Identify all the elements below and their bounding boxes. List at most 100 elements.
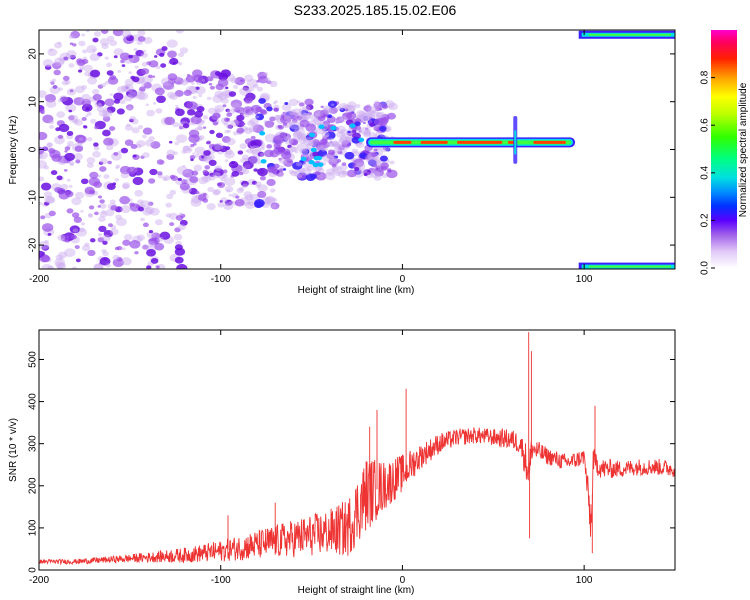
- spectrogram-blob: [232, 84, 239, 89]
- ridge-core: [533, 140, 566, 144]
- spectrogram-blob: [93, 142, 99, 147]
- spectrogram-blob: [215, 108, 222, 114]
- spectrogram-blob: [99, 166, 107, 172]
- spectrogram-blob: [147, 201, 154, 206]
- spectrogram-blob: [145, 206, 155, 215]
- spectrogram-blob: [52, 85, 58, 89]
- spectrogram-blob: [372, 110, 377, 114]
- spectrogram-blob: [312, 139, 320, 146]
- spectrogram-blob: [81, 59, 89, 64]
- spectrogram-blob: [102, 113, 109, 119]
- spectrogram-blob: [225, 137, 236, 146]
- spectrogram-blob: [156, 95, 166, 104]
- spectrogram-blob: [245, 108, 252, 114]
- spectrogram-blob: [373, 174, 382, 181]
- spectrogram-blob: [175, 104, 179, 108]
- spectrogram-blob: [228, 160, 239, 169]
- spectrogram-blob: [51, 78, 57, 82]
- spectrogram-blob: [57, 41, 62, 45]
- spectrogram-blob: [69, 161, 75, 166]
- colorbar-ticks: 0.0 0.2 0.4 0.6 0.8: [700, 70, 715, 275]
- spectrogram-blob: [343, 104, 356, 114]
- spectrogram-blob: [39, 160, 48, 169]
- snr-ylabel: SNR (10 * v/v): [8, 418, 19, 482]
- spectrogram-blob: [373, 168, 384, 177]
- spectrogram-blob: [302, 105, 311, 112]
- spectrogram-blob: [135, 91, 146, 100]
- spectrogram-blob: [177, 224, 186, 231]
- spectrogram-blob: [282, 148, 291, 155]
- spectrogram-blob: [62, 75, 70, 81]
- spectrogram-blob: [159, 52, 165, 57]
- spectrogram-blob: [194, 127, 199, 131]
- spectrogram-blob: [358, 111, 367, 117]
- spectrogram-blob: [333, 166, 340, 172]
- spectrogram-blob: [89, 238, 96, 243]
- spectrogram-blob: [180, 79, 189, 86]
- spectrogram-blob: [367, 172, 371, 175]
- spectrogram-blob: [224, 199, 233, 206]
- spectrogram-blob: [254, 199, 265, 208]
- spectrogram-blob: [317, 162, 324, 167]
- spectrogram-blob: [98, 110, 108, 117]
- spectrogram-blob: [151, 232, 161, 240]
- spectrogram-blob: [100, 30, 109, 35]
- spectrogram-blob: [83, 125, 88, 129]
- spectrogram-blob: [296, 173, 303, 179]
- spectrogram-blob: [113, 55, 118, 59]
- spectrogram-blob: [282, 122, 288, 126]
- spectrogram-blob: [173, 77, 184, 85]
- spectrogram-blob: [108, 126, 116, 132]
- spectrogram-blob: [212, 121, 219, 126]
- spectrogram-blob: [128, 71, 133, 75]
- spectrogram-blob: [224, 117, 230, 122]
- spectrogram-blob: [213, 188, 222, 195]
- spectrogram-blob: [256, 86, 264, 92]
- spectrogram-blob: [278, 157, 283, 161]
- spectrogram-blob: [160, 63, 167, 68]
- spectrogram-blob: [364, 128, 372, 135]
- spectrogram-blob: [104, 56, 109, 60]
- spectrogram-blob: [82, 107, 86, 110]
- spectrogram-blob: [273, 146, 284, 155]
- spectrogram-blob: [318, 124, 325, 129]
- spectrogram-xtick-label: 0: [400, 274, 406, 285]
- spectrogram-blob: [351, 148, 359, 154]
- spectrogram-blob: [244, 97, 253, 104]
- spectrogram-blob: [229, 200, 234, 204]
- spectrogram-blob: [247, 120, 255, 127]
- spectrogram-blob: [174, 141, 180, 146]
- spectrogram-blob: [98, 161, 104, 165]
- spectrogram-blob: [164, 116, 176, 126]
- spectrogram-blob: [192, 152, 196, 155]
- spectrogram-blob: [39, 241, 50, 250]
- spectrogram-blob: [202, 126, 207, 129]
- spectrogram-blob: [132, 76, 140, 83]
- spectrogram-blob: [265, 195, 275, 204]
- spectrogram-blob: [93, 181, 102, 188]
- spectrogram-blob: [58, 59, 65, 64]
- spectrogram-blob: [86, 162, 94, 168]
- spectrogram-blob: [356, 110, 366, 117]
- spectrogram-blob: [117, 85, 126, 93]
- spectrogram-blob: [134, 189, 144, 197]
- spectrogram-blob: [43, 191, 53, 198]
- spectrogram-blob: [334, 171, 341, 177]
- spectrogram-blob: [53, 42, 63, 49]
- snr-panel: -200 -100 0 100 0 100 200 300 400 500 Height of s…: [8, 329, 676, 596]
- spectrogram-blob: [354, 121, 361, 127]
- spectrogram-blob: [142, 49, 147, 53]
- spectrogram-blob: [40, 215, 46, 220]
- spectrogram-blob: [355, 118, 362, 123]
- spectrogram-blob: [322, 107, 332, 115]
- spectrogram-blob: [142, 127, 153, 135]
- spectrogram-blob: [341, 162, 347, 166]
- spectrogram-blob: [283, 135, 291, 141]
- spectrogram-blob: [146, 109, 155, 117]
- spectrogram-blob: [89, 69, 101, 78]
- spectrogram-blob: [126, 166, 137, 175]
- spectrogram-blob: [297, 136, 308, 144]
- spectrogram-blob: [142, 244, 149, 250]
- spectrogram-blob: [336, 131, 346, 139]
- spectrogram-blob: [257, 167, 268, 177]
